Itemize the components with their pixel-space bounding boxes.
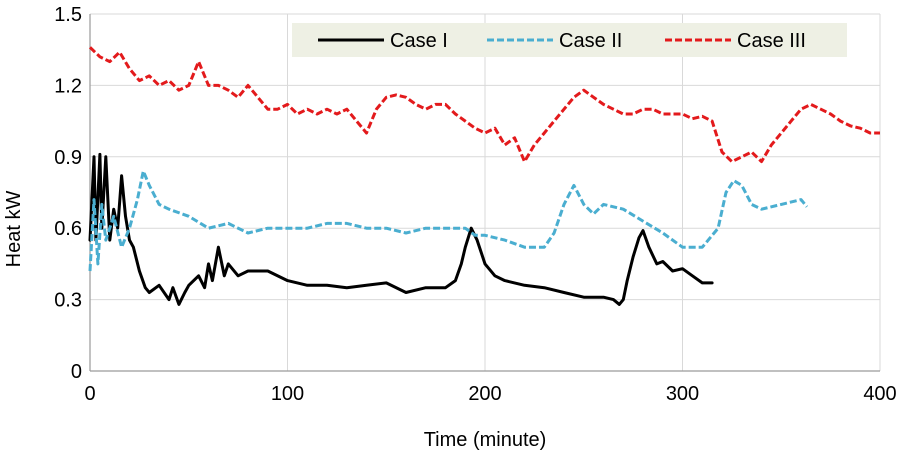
tick-labels: 0 0.3 0.6 0.9 1.2 1.5 0 100 200 300 400 <box>54 4 897 405</box>
legend-box <box>292 23 847 57</box>
axes <box>89 14 880 372</box>
legend-label-1: Case I <box>390 30 448 52</box>
series-line-2 <box>88 169 809 272</box>
legend-label-3: Case III <box>737 30 806 52</box>
y-tick-label: 1.2 <box>54 75 82 97</box>
y-tick-label: 0.3 <box>54 290 82 312</box>
legend: Case I Case II Case III <box>292 23 847 57</box>
x-tick-label: 300 <box>666 383 699 405</box>
x-tick-label: 200 <box>468 383 501 405</box>
legend-label-2: Case II <box>559 30 622 52</box>
series-lines <box>88 46 880 306</box>
x-tick-label: 0 <box>84 383 95 405</box>
series-line-1 <box>88 152 714 306</box>
y-axis-title: Heat kW <box>3 191 25 268</box>
x-axis-title: Time (minute) <box>424 429 547 451</box>
y-tick-label: 0.9 <box>54 147 82 169</box>
series-line-3 <box>88 46 880 164</box>
x-tick-label: 100 <box>271 383 304 405</box>
y-tick-label: 0 <box>71 361 82 383</box>
gridlines <box>90 13 881 371</box>
y-tick-label: 0.6 <box>54 218 82 240</box>
x-tick-label: 400 <box>863 383 896 405</box>
y-tick-label: 1.5 <box>54 4 82 26</box>
